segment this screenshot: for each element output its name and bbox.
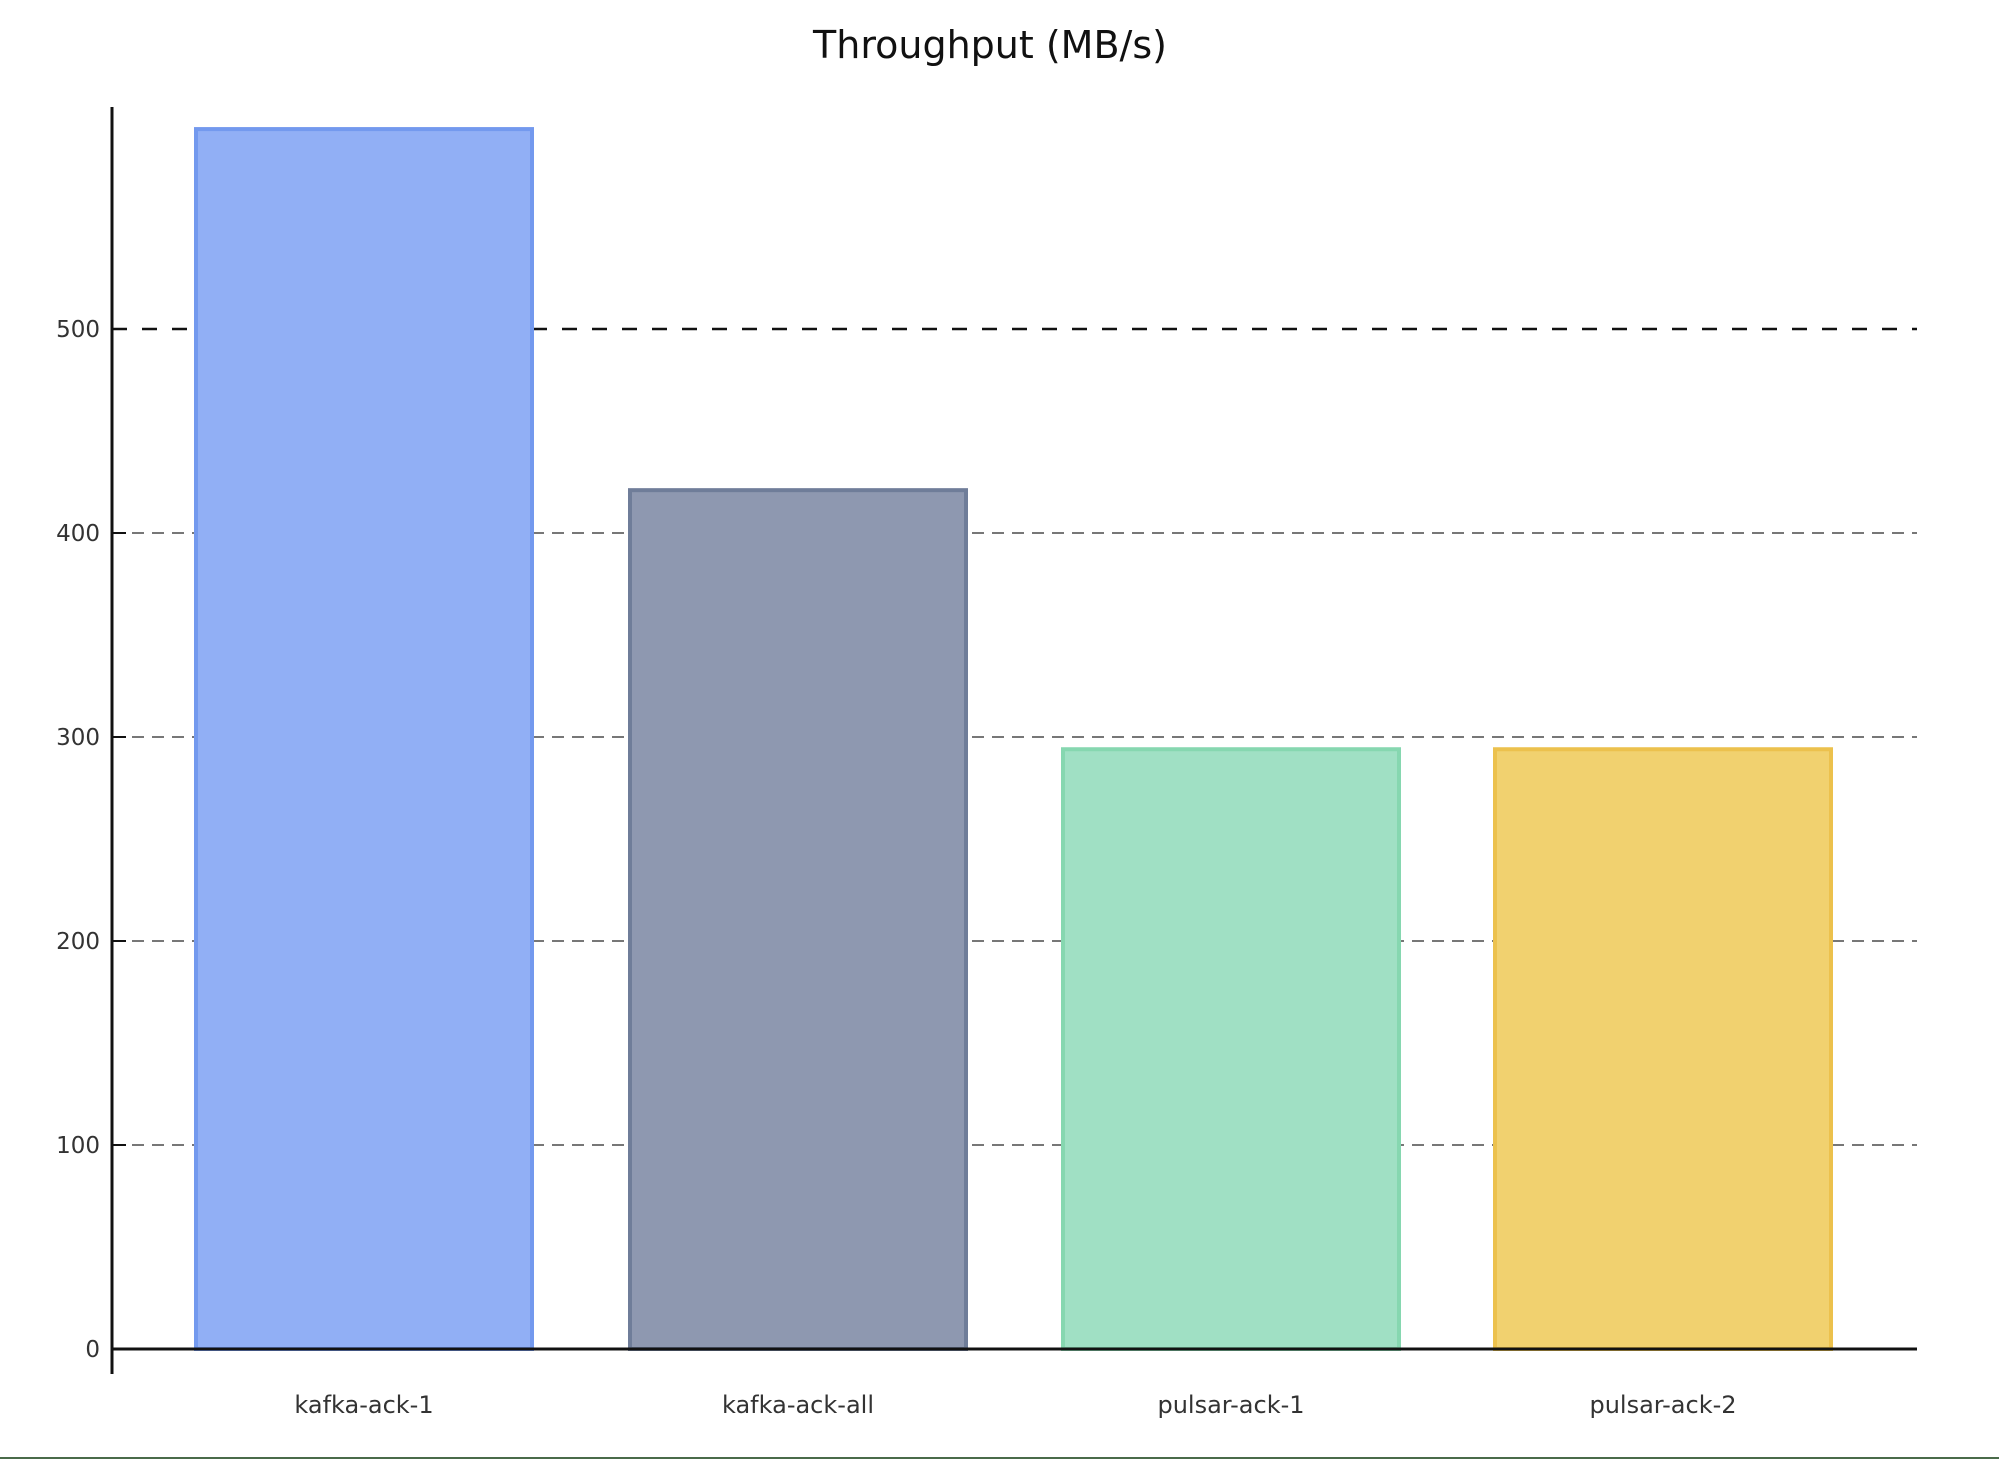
x-tick-label: pulsar-ack-1 bbox=[1157, 1391, 1304, 1419]
y-tick-label: 100 bbox=[56, 1133, 100, 1159]
x-tick-label: kafka-ack-1 bbox=[294, 1391, 433, 1419]
y-tick-labels: 0 100 200 300 400 500 bbox=[56, 317, 126, 1363]
x-tick-labels: kafka-ack-1 kafka-ack-all pulsar-ack-1 puls… bbox=[294, 1391, 1736, 1419]
bar-kafka-ack-1 bbox=[194, 127, 534, 1352]
axes bbox=[110, 107, 1917, 1374]
y-tick-label: 300 bbox=[56, 725, 100, 751]
y-tick-label: 500 bbox=[56, 317, 100, 343]
bars bbox=[194, 127, 1833, 1352]
chart-title: Throughput (MB/s) bbox=[812, 23, 1167, 67]
bar-kafka-ack-all bbox=[628, 488, 968, 1352]
y-tick-label: 400 bbox=[56, 521, 100, 547]
bar-pulsar-ack-2 bbox=[1493, 747, 1833, 1351]
y-tick-label: 0 bbox=[85, 1337, 100, 1363]
bottom-border bbox=[0, 1457, 1999, 1459]
bar-pulsar-ack-1 bbox=[1061, 747, 1401, 1351]
y-tick-label: 200 bbox=[56, 929, 100, 955]
x-tick-label: kafka-ack-all bbox=[722, 1391, 874, 1419]
x-tick-label: pulsar-ack-2 bbox=[1589, 1391, 1736, 1419]
